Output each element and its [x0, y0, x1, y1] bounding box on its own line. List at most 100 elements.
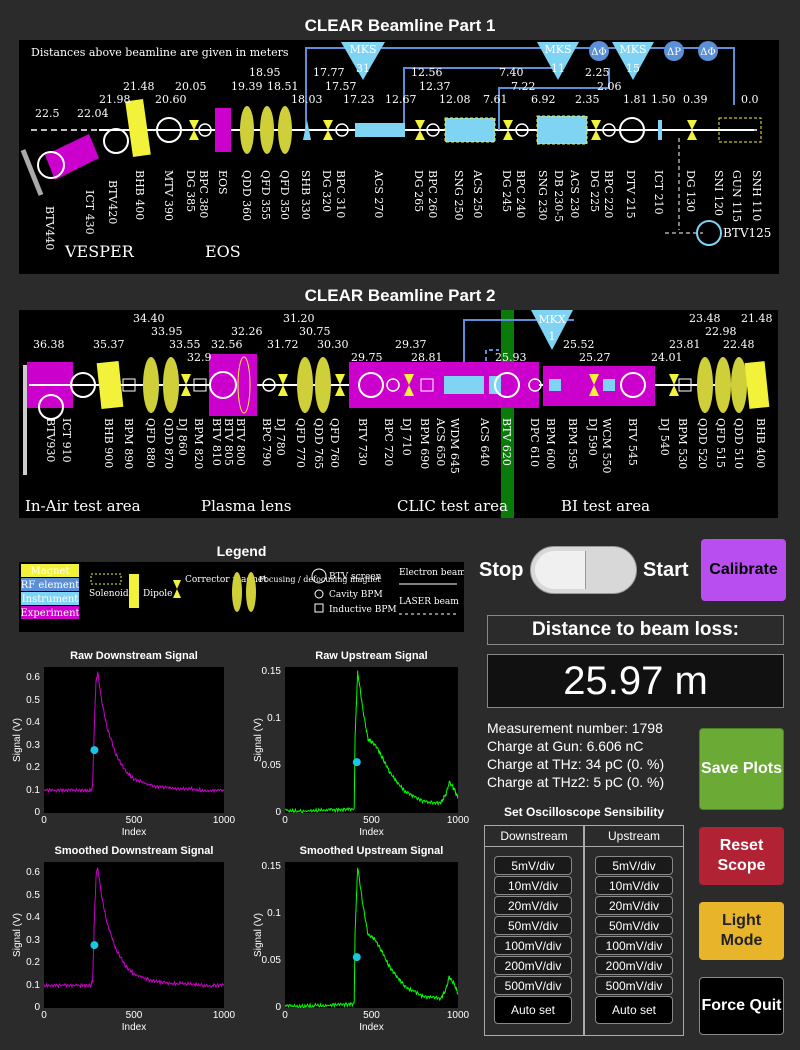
svg-text:DB 230-5: DB 230-5: [552, 170, 565, 222]
force-quit-button[interactable]: Force Quit: [699, 977, 784, 1035]
svg-text:BTV930: BTV930: [44, 418, 57, 462]
upstream-sens-100mv-per-div-button[interactable]: 100mV/div: [595, 936, 673, 955]
svg-text:BHB 400: BHB 400: [754, 418, 767, 468]
svg-text:2.25: 2.25: [585, 66, 610, 79]
ytick-2: 0.5: [26, 889, 40, 901]
svg-text:22.48: 22.48: [723, 338, 755, 351]
svg-text:QDD 520: QDD 520: [696, 418, 709, 469]
upstream-sens-500mv-per-div-button[interactable]: 500mV/div: [595, 976, 673, 995]
svg-text:Corrector magnet: Corrector magnet: [185, 575, 267, 585]
svg-text:12.67: 12.67: [385, 93, 417, 106]
mks11-klystron: [537, 42, 579, 80]
svg-text:QFD 770: QFD 770: [294, 418, 307, 468]
ytick-2: 0.6: [26, 867, 40, 879]
reset-scope-button[interactable]: Reset Scope: [699, 827, 784, 885]
osc-upstream-header: Upstream: [585, 826, 683, 847]
svg-text:25.52: 25.52: [563, 338, 595, 351]
svg-text:17.77: 17.77: [313, 66, 345, 79]
svg-text:25.27: 25.27: [579, 351, 611, 364]
upstream-sens-auto-set-button[interactable]: Auto set: [595, 996, 673, 1024]
osc-downstream-box: Downstream: [484, 825, 584, 1036]
downstream-sens-50mv-per-div-button[interactable]: 50mV/div: [494, 916, 572, 935]
plot-title-2: Smoothed Downstream Signal: [54, 845, 214, 857]
ytick-2: 0.2: [26, 957, 40, 969]
svg-text:36.38: 36.38: [33, 338, 65, 351]
svg-text:0.39: 0.39: [683, 93, 708, 106]
downstream-sens-200mv-per-div-button[interactable]: 200mV/div: [494, 956, 572, 975]
downstream-sens-100mv-per-div-button[interactable]: 100mV/div: [494, 936, 572, 955]
svg-text:BTV420: BTV420: [106, 180, 119, 224]
svg-text:QDD 510: QDD 510: [732, 418, 745, 469]
charge-gun: Charge at Gun: 6.606 nC: [487, 738, 644, 754]
xlabel-3: Index: [359, 1022, 384, 1033]
svg-text:WDM 645: WDM 645: [448, 418, 461, 474]
svg-text:23.81: 23.81: [669, 338, 701, 351]
legend-diagram: Magnet RF element Instrument Experiment …: [20, 564, 466, 619]
svg-text:12.08: 12.08: [439, 93, 471, 106]
svg-text:20.60: 20.60: [155, 93, 187, 106]
svg-text:32.26: 32.26: [231, 325, 263, 338]
btv620-highlight: [501, 310, 514, 518]
svg-text:QDD 765: QDD 765: [312, 418, 325, 469]
svg-text:SNG 230: SNG 230: [536, 170, 549, 220]
calibrate-button[interactable]: Calibrate: [701, 539, 786, 601]
beamline2-diagram: MKX 1: [23, 310, 773, 518]
upstream-sens-10mv-per-div-button[interactable]: 10mV/div: [595, 876, 673, 895]
svg-text:MTV 390: MTV 390: [162, 170, 175, 221]
save-plots-button[interactable]: Save Plots: [699, 728, 784, 810]
svg-text:33.95: 33.95: [151, 325, 183, 338]
ytick-3: 0.15: [261, 860, 281, 872]
xtick-3: 1000: [446, 1010, 470, 1021]
ytick-1: 0: [275, 807, 281, 818]
upstream-sens-50mv-per-div-button[interactable]: 50mV/div: [595, 916, 673, 935]
svg-text:QFD 515: QFD 515: [714, 418, 727, 468]
stop-start-toggle[interactable]: [530, 546, 637, 594]
svg-text:ICT 430: ICT 430: [83, 190, 96, 235]
svg-text:QFD 760: QFD 760: [328, 418, 341, 468]
svg-text:BPC 790: BPC 790: [260, 418, 273, 466]
svg-text:Electron beam: Electron beam: [399, 568, 464, 578]
area-in-air: In-Air test area: [25, 497, 141, 515]
downstream-sens-5mv-per-div-button[interactable]: 5mV/div: [494, 856, 572, 875]
svg-text:MKS: MKS: [619, 43, 646, 56]
ytick-3: 0.1: [267, 907, 281, 919]
svg-text:BTV 730: BTV 730: [356, 418, 369, 466]
svg-text:Instrument: Instrument: [22, 594, 79, 605]
svg-text:BPM 530: BPM 530: [676, 418, 689, 469]
svg-text:BTV 810: BTV 810: [210, 418, 223, 466]
svg-text:22.04: 22.04: [77, 107, 109, 120]
svg-text:Cavity BPM: Cavity BPM: [329, 590, 383, 600]
svg-text:18.03: 18.03: [291, 93, 323, 106]
ylabel-3: Signal (V): [253, 913, 264, 957]
xlabel-2: Index: [121, 1022, 147, 1033]
svg-text:18.51: 18.51: [267, 80, 299, 93]
svg-text:DG 320: DG 320: [320, 170, 333, 212]
downstream-sens-auto-set-button[interactable]: Auto set: [494, 996, 572, 1024]
ylabel-2: Signal (V): [12, 913, 23, 957]
mkx-klystron: [531, 310, 573, 350]
light-mode-button[interactable]: Light Mode: [699, 902, 784, 960]
upstream-sens-5mv-per-div-button[interactable]: 5mV/div: [595, 856, 673, 875]
svg-text:WCM 550: WCM 550: [600, 418, 613, 473]
svg-text:MKS: MKS: [544, 43, 571, 56]
svg-text:35.37: 35.37: [93, 338, 125, 351]
xtick-0: 0: [41, 815, 47, 826]
plot-3: [285, 862, 458, 1008]
svg-text:MKS: MKS: [349, 43, 376, 56]
ytick-0: 0.6: [26, 672, 40, 684]
upstream-sens-20mv-per-div-button[interactable]: 20mV/div: [595, 896, 673, 915]
plot-title-1: Raw Upstream Signal: [315, 650, 428, 662]
svg-text:1: 1: [549, 330, 556, 343]
svg-text:DJ 860: DJ 860: [176, 418, 189, 456]
svg-text:EOS: EOS: [216, 170, 229, 195]
xtick-2: 0: [41, 1010, 47, 1021]
svg-text:15: 15: [626, 62, 640, 75]
area-eos: EOS: [205, 242, 241, 261]
downstream-sens-500mv-per-div-button[interactable]: 500mV/div: [494, 976, 572, 995]
svg-text:29.75: 29.75: [351, 351, 383, 364]
downstream-sens-10mv-per-div-button[interactable]: 10mV/div: [494, 876, 572, 895]
svg-text:DG 130: DG 130: [684, 170, 697, 212]
downstream-sens-20mv-per-div-button[interactable]: 20mV/div: [494, 896, 572, 915]
plot-1: [285, 667, 458, 813]
upstream-sens-200mv-per-div-button[interactable]: 200mV/div: [595, 956, 673, 975]
